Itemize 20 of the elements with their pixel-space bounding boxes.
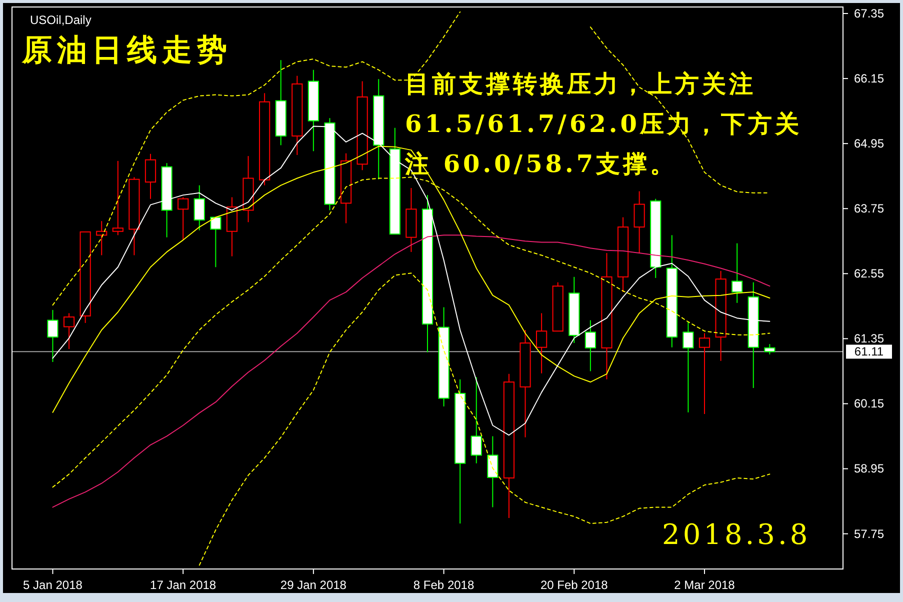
annotation: 2018.3.8: [662, 518, 811, 551]
x-tick-label: 5 Jan 2018: [23, 578, 83, 592]
ref-line-label: 61.11: [854, 344, 884, 359]
x-tick-label: 8 Feb 2018: [413, 578, 474, 592]
y-tick-label: 67.35: [854, 6, 884, 21]
x-tick-label: 17 Jan 2018: [150, 578, 216, 592]
text: 原油日线走势: [22, 32, 232, 70]
text: USOil,Daily: [30, 13, 92, 27]
y-tick-label: 64.95: [854, 136, 884, 151]
line-series: [52, 234, 770, 508]
x-tick-label: 20 Feb 2018: [540, 578, 608, 592]
y-tick-label: 62.55: [854, 266, 884, 281]
x-tick-label: 29 Jan 2018: [280, 578, 347, 592]
y-tick-label: 63.75: [854, 202, 884, 216]
y-tick-label: 61.35: [854, 332, 884, 346]
y-tick-label: 60.15: [854, 396, 884, 411]
y-tick-label: 66.15: [854, 72, 884, 86]
y-tick-label: 58.95: [854, 462, 884, 476]
x-tick-label: 2 Mar 2018: [674, 578, 736, 592]
y-tick-label: 57.75: [854, 526, 884, 541]
